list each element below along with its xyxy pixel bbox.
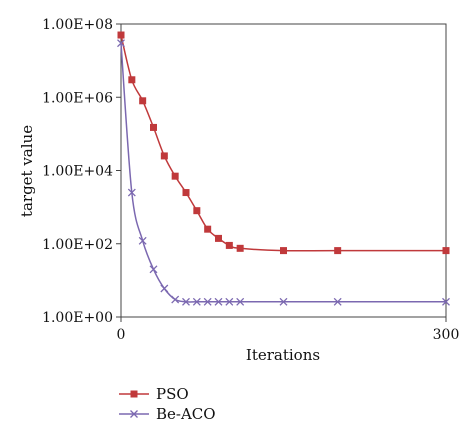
data-point-be-aco [192, 297, 201, 306]
x-axis-ticks: 0 300 [117, 317, 460, 343]
legend-item-be-aco: Be-ACO [119, 405, 216, 423]
data-point-pso [139, 97, 147, 105]
data-point-be-aco [127, 188, 136, 197]
data-point-pso [236, 244, 244, 252]
legend-label-pso: PSO [156, 385, 189, 403]
data-point-pso [280, 247, 287, 255]
data-point-be-aco-stroke [442, 297, 450, 306]
data-point-be-aco [333, 297, 342, 306]
data-point-pso [334, 247, 342, 255]
legend-marker-be-aco [130, 410, 138, 418]
series-line-be-aco [120, 43, 446, 303]
legend-item-pso: PSO [119, 385, 189, 403]
data-point-be-aco-stroke [149, 265, 158, 274]
x-axis-title: Iterations [246, 346, 320, 364]
data-point-be-aco-stroke [171, 295, 180, 304]
data-point-pso [442, 247, 450, 255]
y-axis-title: target value [18, 125, 36, 217]
data-point-be-aco-stroke [225, 297, 234, 306]
data-point-be-aco [214, 297, 223, 306]
data-point-pso [150, 123, 157, 131]
legend-label-be-aco: Be-ACO [156, 405, 216, 423]
data-point-be-aco-stroke [214, 297, 223, 306]
data-point-be-aco [203, 297, 212, 306]
data-point-pso [193, 207, 201, 215]
series-pso [117, 31, 450, 255]
data-point-pso [215, 234, 222, 242]
y-tick-label: 1.00E+08 [42, 17, 113, 33]
data-point-be-aco [225, 297, 234, 306]
data-point-be-aco-stroke [279, 297, 288, 306]
data-point-be-aco [160, 284, 169, 293]
data-point-be-aco-stroke [127, 188, 136, 197]
series-layer [117, 31, 450, 306]
plot-area-border [120, 23, 447, 318]
data-point-pso [128, 76, 136, 84]
data-point-be-aco-stroke [203, 297, 212, 306]
data-point-pso [160, 152, 168, 160]
data-point-pso [117, 31, 125, 39]
data-point-be-aco-stroke [182, 297, 190, 306]
y-axis-ticks: 1.00E+00 1.00E+02 1.00E+04 1.00E+06 1.00E+08 [42, 17, 121, 326]
series-be-aco [117, 39, 450, 306]
data-point-be-aco [236, 297, 245, 306]
data-point-be-aco-stroke [333, 297, 342, 306]
y-tick-label: 1.00E+04 [42, 164, 113, 180]
x-tick-label: 0 [117, 327, 126, 343]
data-point-be-aco [171, 295, 180, 304]
plot-frame [120, 23, 447, 318]
data-point-pso [225, 241, 233, 249]
legend: PSO Be-ACO [119, 385, 216, 423]
data-point-pso [171, 172, 179, 180]
y-tick-label: 1.00E+00 [42, 310, 113, 326]
legend-marker-be-aco-stroke [130, 410, 138, 418]
y-tick-label: 1.00E+02 [42, 237, 113, 253]
x-tick-label: 300 [433, 327, 460, 343]
data-point-be-aco-stroke [117, 39, 125, 48]
data-point-be-aco [149, 265, 158, 274]
data-point-be-aco [442, 297, 450, 306]
y-tick-label: 1.00E+06 [42, 90, 113, 106]
data-point-be-aco-stroke [192, 297, 201, 306]
series-line-pso [120, 34, 446, 252]
data-point-pso [182, 189, 190, 197]
data-point-be-aco [182, 297, 190, 306]
data-point-be-aco [138, 236, 147, 245]
legend-marker-pso [130, 390, 138, 398]
data-point-pso [204, 225, 212, 233]
data-point-be-aco-stroke [160, 284, 169, 293]
data-point-be-aco [279, 297, 288, 306]
data-point-be-aco-stroke [138, 236, 147, 245]
data-point-be-aco-stroke [236, 297, 245, 306]
data-point-be-aco [117, 39, 125, 48]
